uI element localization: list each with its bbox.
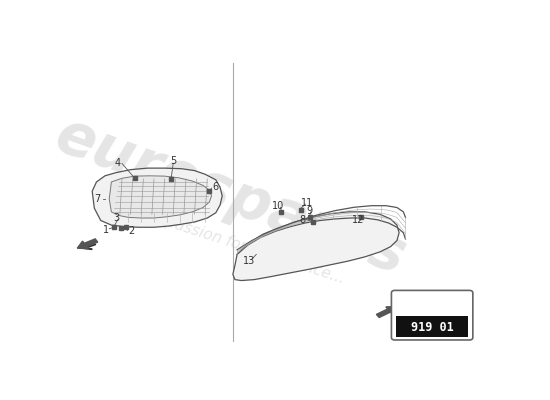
- Text: a passion for parts since...: a passion for parts since...: [150, 210, 346, 286]
- Text: 919 01: 919 01: [411, 321, 454, 334]
- Text: 7: 7: [95, 194, 101, 204]
- Polygon shape: [233, 212, 399, 280]
- Polygon shape: [109, 176, 212, 218]
- FancyBboxPatch shape: [392, 290, 473, 340]
- Text: 12: 12: [353, 216, 365, 226]
- Text: 11: 11: [301, 198, 314, 208]
- FancyArrow shape: [77, 239, 98, 249]
- Text: 2: 2: [128, 226, 135, 236]
- FancyArrow shape: [376, 307, 397, 318]
- Text: 10: 10: [272, 201, 284, 211]
- Text: 13: 13: [243, 256, 255, 266]
- Text: 5: 5: [170, 156, 177, 166]
- Text: eurospares: eurospares: [48, 106, 414, 286]
- Text: 1: 1: [103, 225, 109, 235]
- Text: 8: 8: [299, 216, 305, 226]
- Text: 9: 9: [306, 206, 312, 216]
- Text: 3: 3: [113, 213, 119, 223]
- Text: 4: 4: [115, 158, 121, 168]
- Bar: [396, 316, 468, 336]
- Text: 6: 6: [213, 182, 219, 192]
- Polygon shape: [92, 168, 222, 227]
